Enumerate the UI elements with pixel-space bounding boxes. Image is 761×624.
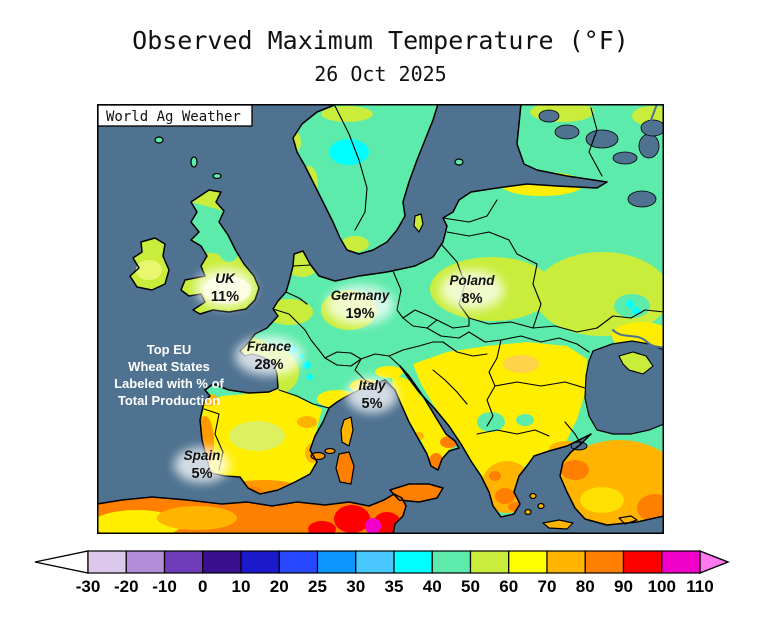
colorbar-segments (87, 550, 701, 574)
svg-text:-20: -20 (114, 577, 139, 596)
svg-text:35: 35 (385, 577, 404, 596)
svg-text:70: 70 (538, 577, 557, 596)
label-spain-name: Spain (184, 448, 221, 463)
lake-a (612, 151, 638, 165)
page-title: Observed Maximum Temperature (°F) (132, 26, 629, 55)
lake-b (554, 124, 580, 140)
label-italy-pct: 5% (362, 396, 383, 412)
river-don (649, 104, 658, 135)
date-subtitle: 26 Oct 2025 (314, 62, 447, 86)
islands (154, 136, 638, 530)
label-poland-pct: 8% (462, 291, 483, 307)
svg-text:50: 50 (461, 577, 480, 596)
svg-text:0: 0 (198, 577, 207, 596)
sardinia (335, 451, 355, 485)
svg-text:90: 90 (614, 577, 633, 596)
label-poland-name: Poland (449, 273, 495, 288)
river-dnieper (612, 329, 664, 349)
svg-text:40: 40 (423, 577, 442, 596)
cyprus (618, 515, 638, 525)
label-germany-name: Germany (331, 288, 391, 303)
svg-text:-30: -30 (76, 577, 101, 596)
annotation-line-3: Labeled with % of (114, 376, 224, 391)
shetland (190, 156, 198, 168)
gotland (413, 213, 424, 233)
minorca (324, 447, 336, 455)
annotation-block: Top EU Wheat States Labeled with % of To… (114, 342, 224, 408)
svg-text:25: 25 (308, 577, 327, 596)
watermark-text: World Ag Weather (106, 109, 241, 125)
lake-ladoga (585, 129, 619, 149)
svg-text:60: 60 (499, 577, 518, 596)
label-uk-pct: 11% (211, 289, 239, 305)
colorbar-left-arrow (34, 550, 89, 574)
colorbar-right-arrow (699, 549, 730, 575)
svg-text:100: 100 (648, 577, 676, 596)
aland (454, 158, 464, 166)
map-frame (97, 104, 664, 534)
colorbar-tick-labels: -30 -20 -10 0 10 20 25 30 35 40 50 60 70… (76, 577, 714, 596)
label-halos (174, 268, 504, 483)
aegean-island-1 (529, 492, 537, 500)
annotation-line-4: Total Production (118, 393, 220, 408)
lake-onega (638, 133, 660, 159)
annotation-line-1: Top EU (147, 342, 192, 357)
label-spain-pct: 5% (192, 466, 213, 482)
svg-text:80: 80 (576, 577, 595, 596)
svg-text:30: 30 (346, 577, 365, 596)
label-italy-name: Italy (358, 378, 387, 393)
ireland-pale-patch (136, 260, 162, 280)
lake-e (627, 190, 657, 208)
label-france-name: France (247, 339, 292, 354)
svg-text:20: 20 (270, 577, 289, 596)
faroe (154, 136, 164, 144)
aegean-island-3 (524, 508, 532, 516)
annotation-line-2: Wheat States (128, 359, 210, 374)
crimea (618, 351, 654, 375)
watermark-box: World Ag Weather (97, 104, 253, 127)
label-uk-name: UK (215, 271, 236, 286)
europe-temperature-map: UK 11% Germany 19% Poland 8% France 28% … (97, 104, 664, 534)
crete (542, 519, 574, 530)
lake-d (640, 119, 664, 137)
svg-text:10: 10 (232, 577, 251, 596)
svg-text:-10: -10 (152, 577, 177, 596)
temperature-colorbar: -30 -20 -10 0 10 20 25 30 35 40 50 60 70… (34, 549, 730, 596)
country-labels: UK 11% Germany 19% Poland 8% France 28% … (184, 271, 496, 482)
aegean-island-2 (537, 502, 545, 510)
orkney (212, 172, 222, 180)
svg-text:110: 110 (686, 577, 713, 596)
lake-c (538, 109, 560, 123)
label-germany-pct: 19% (345, 306, 374, 322)
label-france-pct: 28% (254, 357, 283, 373)
corsica (340, 416, 354, 447)
